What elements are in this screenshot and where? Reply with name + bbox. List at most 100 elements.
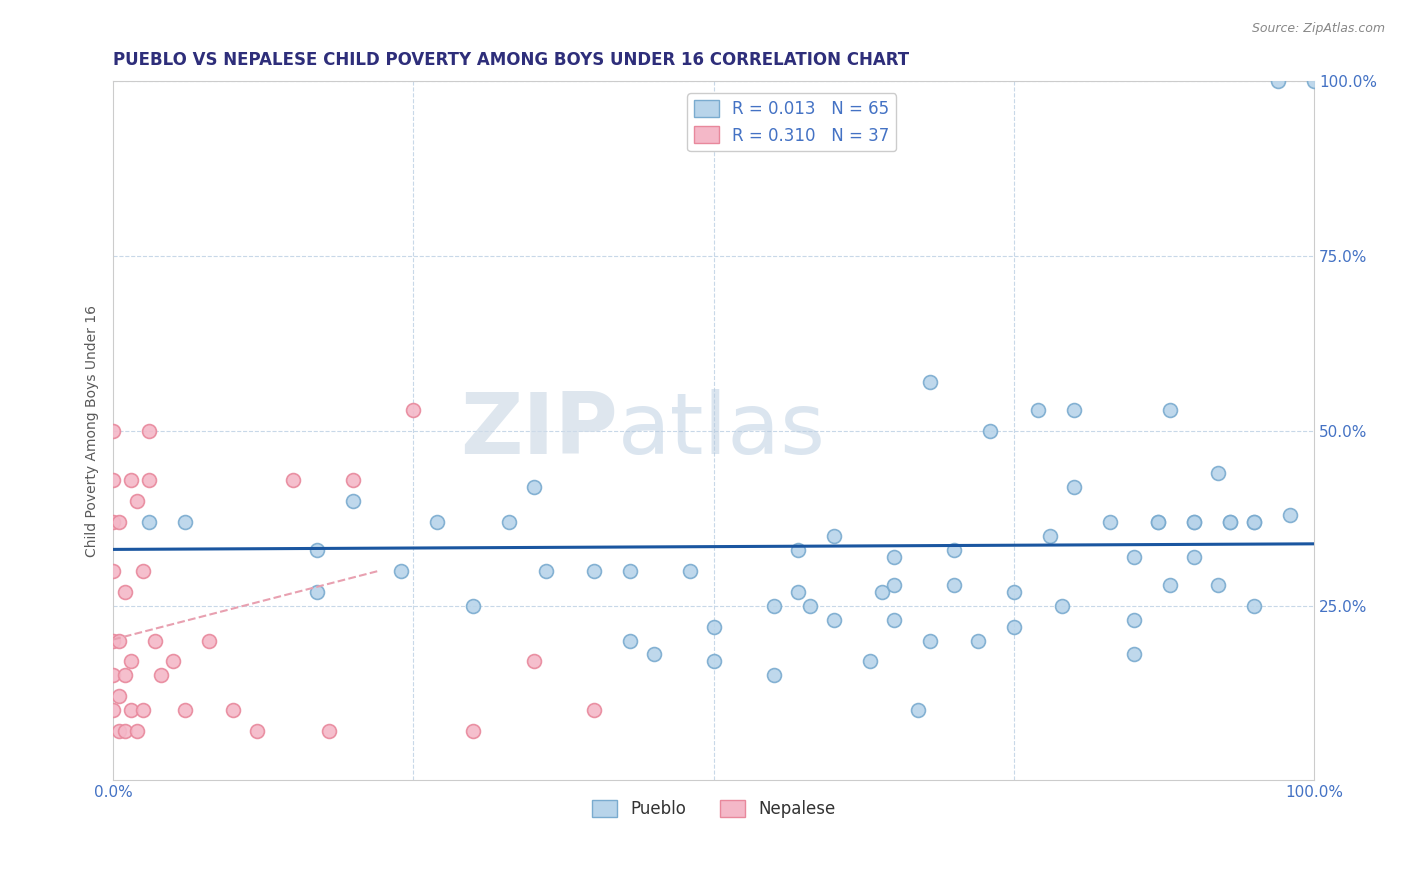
Point (1123, 613, 1146, 627)
Point (127, 493, 149, 508)
Point (859, 655, 882, 669)
Point (918, 375, 941, 389)
Point (143, 633, 166, 648)
Point (1039, 529, 1062, 543)
Point (1182, 515, 1205, 529)
Point (132, 564, 155, 578)
Point (823, 529, 845, 543)
Point (108, 633, 131, 648)
Point (246, 724, 269, 739)
Point (318, 724, 340, 739)
Point (103, 424, 125, 438)
Point (114, 584, 136, 599)
Point (108, 515, 131, 529)
Point (162, 655, 184, 669)
Point (132, 703, 155, 717)
Point (103, 668, 125, 682)
Point (222, 703, 245, 717)
Point (389, 564, 412, 578)
Point (883, 613, 905, 627)
Point (1063, 480, 1085, 494)
Point (120, 703, 142, 717)
Point (1219, 515, 1241, 529)
Point (120, 473, 142, 487)
Point (426, 515, 449, 529)
Point (103, 564, 125, 578)
Point (1002, 584, 1025, 599)
Text: Source: ZipAtlas.com: Source: ZipAtlas.com (1251, 22, 1385, 36)
Point (1159, 402, 1181, 417)
Point (1123, 549, 1146, 564)
Point (799, 599, 821, 613)
Point (643, 648, 665, 662)
Point (582, 564, 605, 578)
Point (1147, 515, 1170, 529)
Point (463, 724, 485, 739)
Point (103, 515, 125, 529)
Point (1063, 402, 1085, 417)
Point (138, 515, 160, 529)
Point (907, 703, 929, 717)
Point (108, 724, 131, 739)
Point (703, 619, 725, 633)
Point (918, 633, 941, 648)
Point (1002, 619, 1025, 633)
Point (966, 633, 988, 648)
Point (103, 703, 125, 717)
Point (1219, 515, 1241, 529)
Point (619, 564, 641, 578)
Point (342, 473, 364, 487)
Point (174, 515, 197, 529)
Point (1123, 648, 1146, 662)
Point (678, 564, 700, 578)
Point (1279, 508, 1302, 522)
Point (283, 473, 305, 487)
Point (127, 724, 149, 739)
Point (1303, 74, 1326, 88)
Point (762, 668, 785, 682)
Point (883, 577, 905, 591)
Point (1243, 515, 1265, 529)
Point (582, 703, 605, 717)
Legend: Pueblo, Nepalese: Pueblo, Nepalese (585, 793, 842, 824)
Text: atlas: atlas (617, 389, 825, 473)
Point (1267, 74, 1289, 88)
Point (138, 473, 160, 487)
Point (1206, 577, 1229, 591)
Point (1147, 515, 1170, 529)
Point (522, 480, 544, 494)
Point (498, 515, 520, 529)
Point (174, 703, 197, 717)
Point (198, 633, 221, 648)
Point (114, 724, 136, 739)
Point (1206, 466, 1229, 480)
Text: ZIP: ZIP (460, 389, 617, 473)
Point (942, 542, 965, 557)
Point (1182, 549, 1205, 564)
Point (108, 690, 131, 704)
Point (138, 424, 160, 438)
Point (870, 584, 893, 599)
Point (307, 542, 329, 557)
Point (120, 655, 142, 669)
Point (883, 549, 905, 564)
Point (402, 402, 425, 417)
Point (823, 613, 845, 627)
Point (942, 577, 965, 591)
Point (307, 584, 329, 599)
Point (1243, 515, 1265, 529)
Point (703, 655, 725, 669)
Point (979, 424, 1001, 438)
Point (150, 668, 173, 682)
Text: PUEBLO VS NEPALESE CHILD POVERTY AMONG BOYS UNDER 16 CORRELATION CHART: PUEBLO VS NEPALESE CHILD POVERTY AMONG B… (114, 51, 910, 69)
Point (786, 542, 808, 557)
Point (103, 473, 125, 487)
Point (534, 564, 557, 578)
Point (1050, 599, 1073, 613)
Point (762, 599, 785, 613)
Point (1243, 599, 1265, 613)
Point (786, 584, 808, 599)
Y-axis label: Child Poverty Among Boys Under 16: Child Poverty Among Boys Under 16 (86, 305, 100, 557)
Point (1182, 515, 1205, 529)
Point (342, 493, 364, 508)
